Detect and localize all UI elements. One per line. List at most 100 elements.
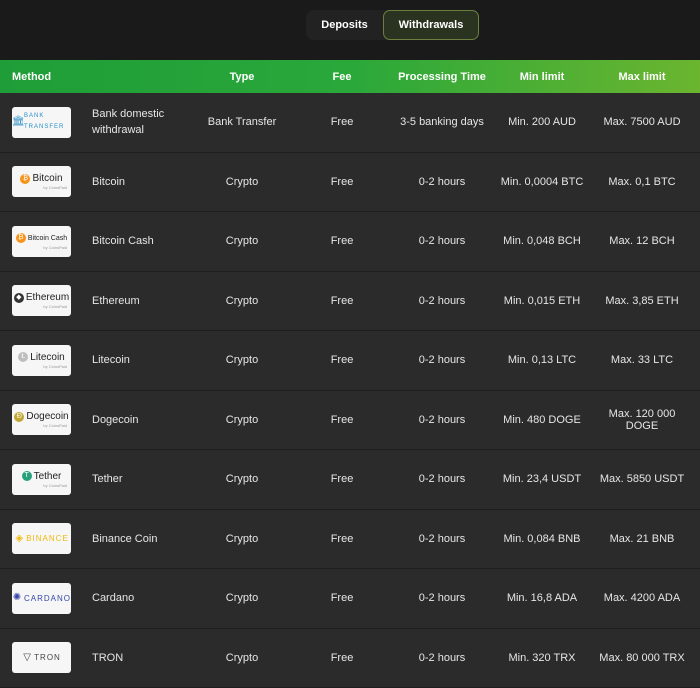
litecoin-icon: Ł xyxy=(18,352,28,362)
min-limit-cell: Min. 0,084 BNB xyxy=(492,533,592,545)
logo-text: TRON xyxy=(34,652,61,663)
table-row: ◈BINANCE Binance Coin Crypto Free 0-2 ho… xyxy=(0,510,700,570)
tabs-area: Deposits Withdrawals xyxy=(0,0,700,60)
logo-text: Bitcoin xyxy=(32,173,62,184)
table-row: ₿Bitcoin by CoinsPaid Bitcoin Crypto Fre… xyxy=(0,153,700,213)
tab-deposits[interactable]: Deposits xyxy=(306,10,383,40)
method-name: Tether xyxy=(92,471,182,487)
cardano-icon: ✺ xyxy=(12,593,22,603)
method-cell: ✺CARDANO Cardano xyxy=(0,583,192,614)
max-limit-cell: Max. 12 BCH xyxy=(592,235,692,247)
method-logo: ✺CARDANO xyxy=(12,583,71,614)
logo-subtext: by CoinsPaid xyxy=(43,423,67,428)
method-logo: ◈BINANCE xyxy=(12,523,71,554)
header-max-limit: Max limit xyxy=(592,71,692,83)
method-name: Bitcoin Cash xyxy=(92,233,182,249)
method-name: Bitcoin xyxy=(92,174,182,190)
processing-time-cell: 0-2 hours xyxy=(392,354,492,366)
logo-subtext: by CoinsPaid xyxy=(43,304,67,309)
table-header: Method Type Fee Processing Time Min limi… xyxy=(0,60,700,93)
header-fee: Fee xyxy=(292,71,392,83)
logo-text: Litecoin xyxy=(30,352,64,363)
tab-withdrawals[interactable]: Withdrawals xyxy=(383,10,479,40)
min-limit-cell: Min. 480 DOGE xyxy=(492,414,592,426)
type-cell: Crypto xyxy=(192,176,292,188)
min-limit-cell: Min. 0,0004 BTC xyxy=(492,176,592,188)
max-limit-cell: Max. 3,85 ETH xyxy=(592,295,692,307)
method-name: Dogecoin xyxy=(92,412,182,428)
method-name: Cardano xyxy=(92,590,182,606)
method-cell: ▽TRON TRON xyxy=(0,642,192,673)
table-body: 🏛BANK TRANSFER Bank domestic withdrawal … xyxy=(0,93,700,688)
max-limit-cell: Max. 33 LTC xyxy=(592,354,692,366)
logo-text: CARDANO xyxy=(24,593,71,604)
method-cell: 🏛BANK TRANSFER Bank domestic withdrawal xyxy=(0,106,192,138)
table-row: ₿Bitcoin Cash by CoinsPaid Bitcoin Cash … xyxy=(0,212,700,272)
fee-cell: Free xyxy=(292,652,392,664)
method-logo: ◆Ethereum by CoinsPaid xyxy=(12,285,71,316)
logo-text: Tether xyxy=(34,471,62,482)
method-cell: ◈BINANCE Binance Coin xyxy=(0,523,192,554)
logo-text: BANK TRANSFER xyxy=(24,111,71,133)
processing-time-cell: 0-2 hours xyxy=(392,652,492,664)
binance-icon: ◈ xyxy=(14,534,24,544)
min-limit-cell: Min. 0,015 ETH xyxy=(492,295,592,307)
fee-cell: Free xyxy=(292,235,392,247)
bitcoin-cash-icon: ₿ xyxy=(16,233,26,243)
logo-text: BINANCE xyxy=(26,533,69,544)
max-limit-cell: Max. 5850 USDT xyxy=(592,473,692,485)
header-method: Method xyxy=(0,71,192,83)
method-cell: ◆Ethereum by CoinsPaid Ethereum xyxy=(0,285,192,316)
processing-time-cell: 0-2 hours xyxy=(392,295,492,307)
max-limit-cell: Max. 80 000 TRX xyxy=(592,652,692,664)
fee-cell: Free xyxy=(292,116,392,128)
tron-icon: ▽ xyxy=(22,653,32,663)
processing-time-cell: 0-2 hours xyxy=(392,473,492,485)
method-name: Litecoin xyxy=(92,352,182,368)
method-name: Bank domestic withdrawal xyxy=(92,106,182,138)
min-limit-cell: Min. 16,8 ADA xyxy=(492,592,592,604)
fee-cell: Free xyxy=(292,295,392,307)
method-cell: ₿Bitcoin Cash by CoinsPaid Bitcoin Cash xyxy=(0,226,192,257)
type-cell: Crypto xyxy=(192,414,292,426)
max-limit-cell: Max. 120 000 DOGE xyxy=(592,408,692,432)
fee-cell: Free xyxy=(292,354,392,366)
processing-time-cell: 0-2 hours xyxy=(392,235,492,247)
method-logo: ₿Bitcoin by CoinsPaid xyxy=(12,166,71,197)
type-cell: Crypto xyxy=(192,533,292,545)
logo-subtext: by CoinsPaid xyxy=(43,364,67,369)
type-cell: Crypto xyxy=(192,235,292,247)
method-name: Binance Coin xyxy=(92,531,182,547)
fee-cell: Free xyxy=(292,176,392,188)
method-logo: 🏛BANK TRANSFER xyxy=(12,107,71,138)
type-cell: Crypto xyxy=(192,354,292,366)
tab-switcher: Deposits Withdrawals xyxy=(306,10,479,40)
table-row: 🏛BANK TRANSFER Bank domestic withdrawal … xyxy=(0,93,700,153)
table-row: ✺CARDANO Cardano Crypto Free 0-2 hours M… xyxy=(0,569,700,629)
logo-text: Dogecoin xyxy=(26,411,68,422)
min-limit-cell: Min. 0,048 BCH xyxy=(492,235,592,247)
type-cell: Crypto xyxy=(192,295,292,307)
bank-icon: 🏛 xyxy=(12,117,22,127)
logo-subtext: by CoinsPaid xyxy=(43,483,67,488)
type-cell: Crypto xyxy=(192,473,292,485)
table-row: ▽TRON TRON Crypto Free 0-2 hours Min. 32… xyxy=(0,629,700,688)
method-logo: ₿Bitcoin Cash by CoinsPaid xyxy=(12,226,71,257)
max-limit-cell: Max. 21 BNB xyxy=(592,533,692,545)
fee-cell: Free xyxy=(292,473,392,485)
fee-cell: Free xyxy=(292,533,392,545)
processing-time-cell: 0-2 hours xyxy=(392,592,492,604)
processing-time-cell: 0-2 hours xyxy=(392,533,492,545)
min-limit-cell: Min. 320 TRX xyxy=(492,652,592,664)
bitcoin-icon: ₿ xyxy=(20,174,30,184)
type-cell: Crypto xyxy=(192,592,292,604)
fee-cell: Free xyxy=(292,592,392,604)
